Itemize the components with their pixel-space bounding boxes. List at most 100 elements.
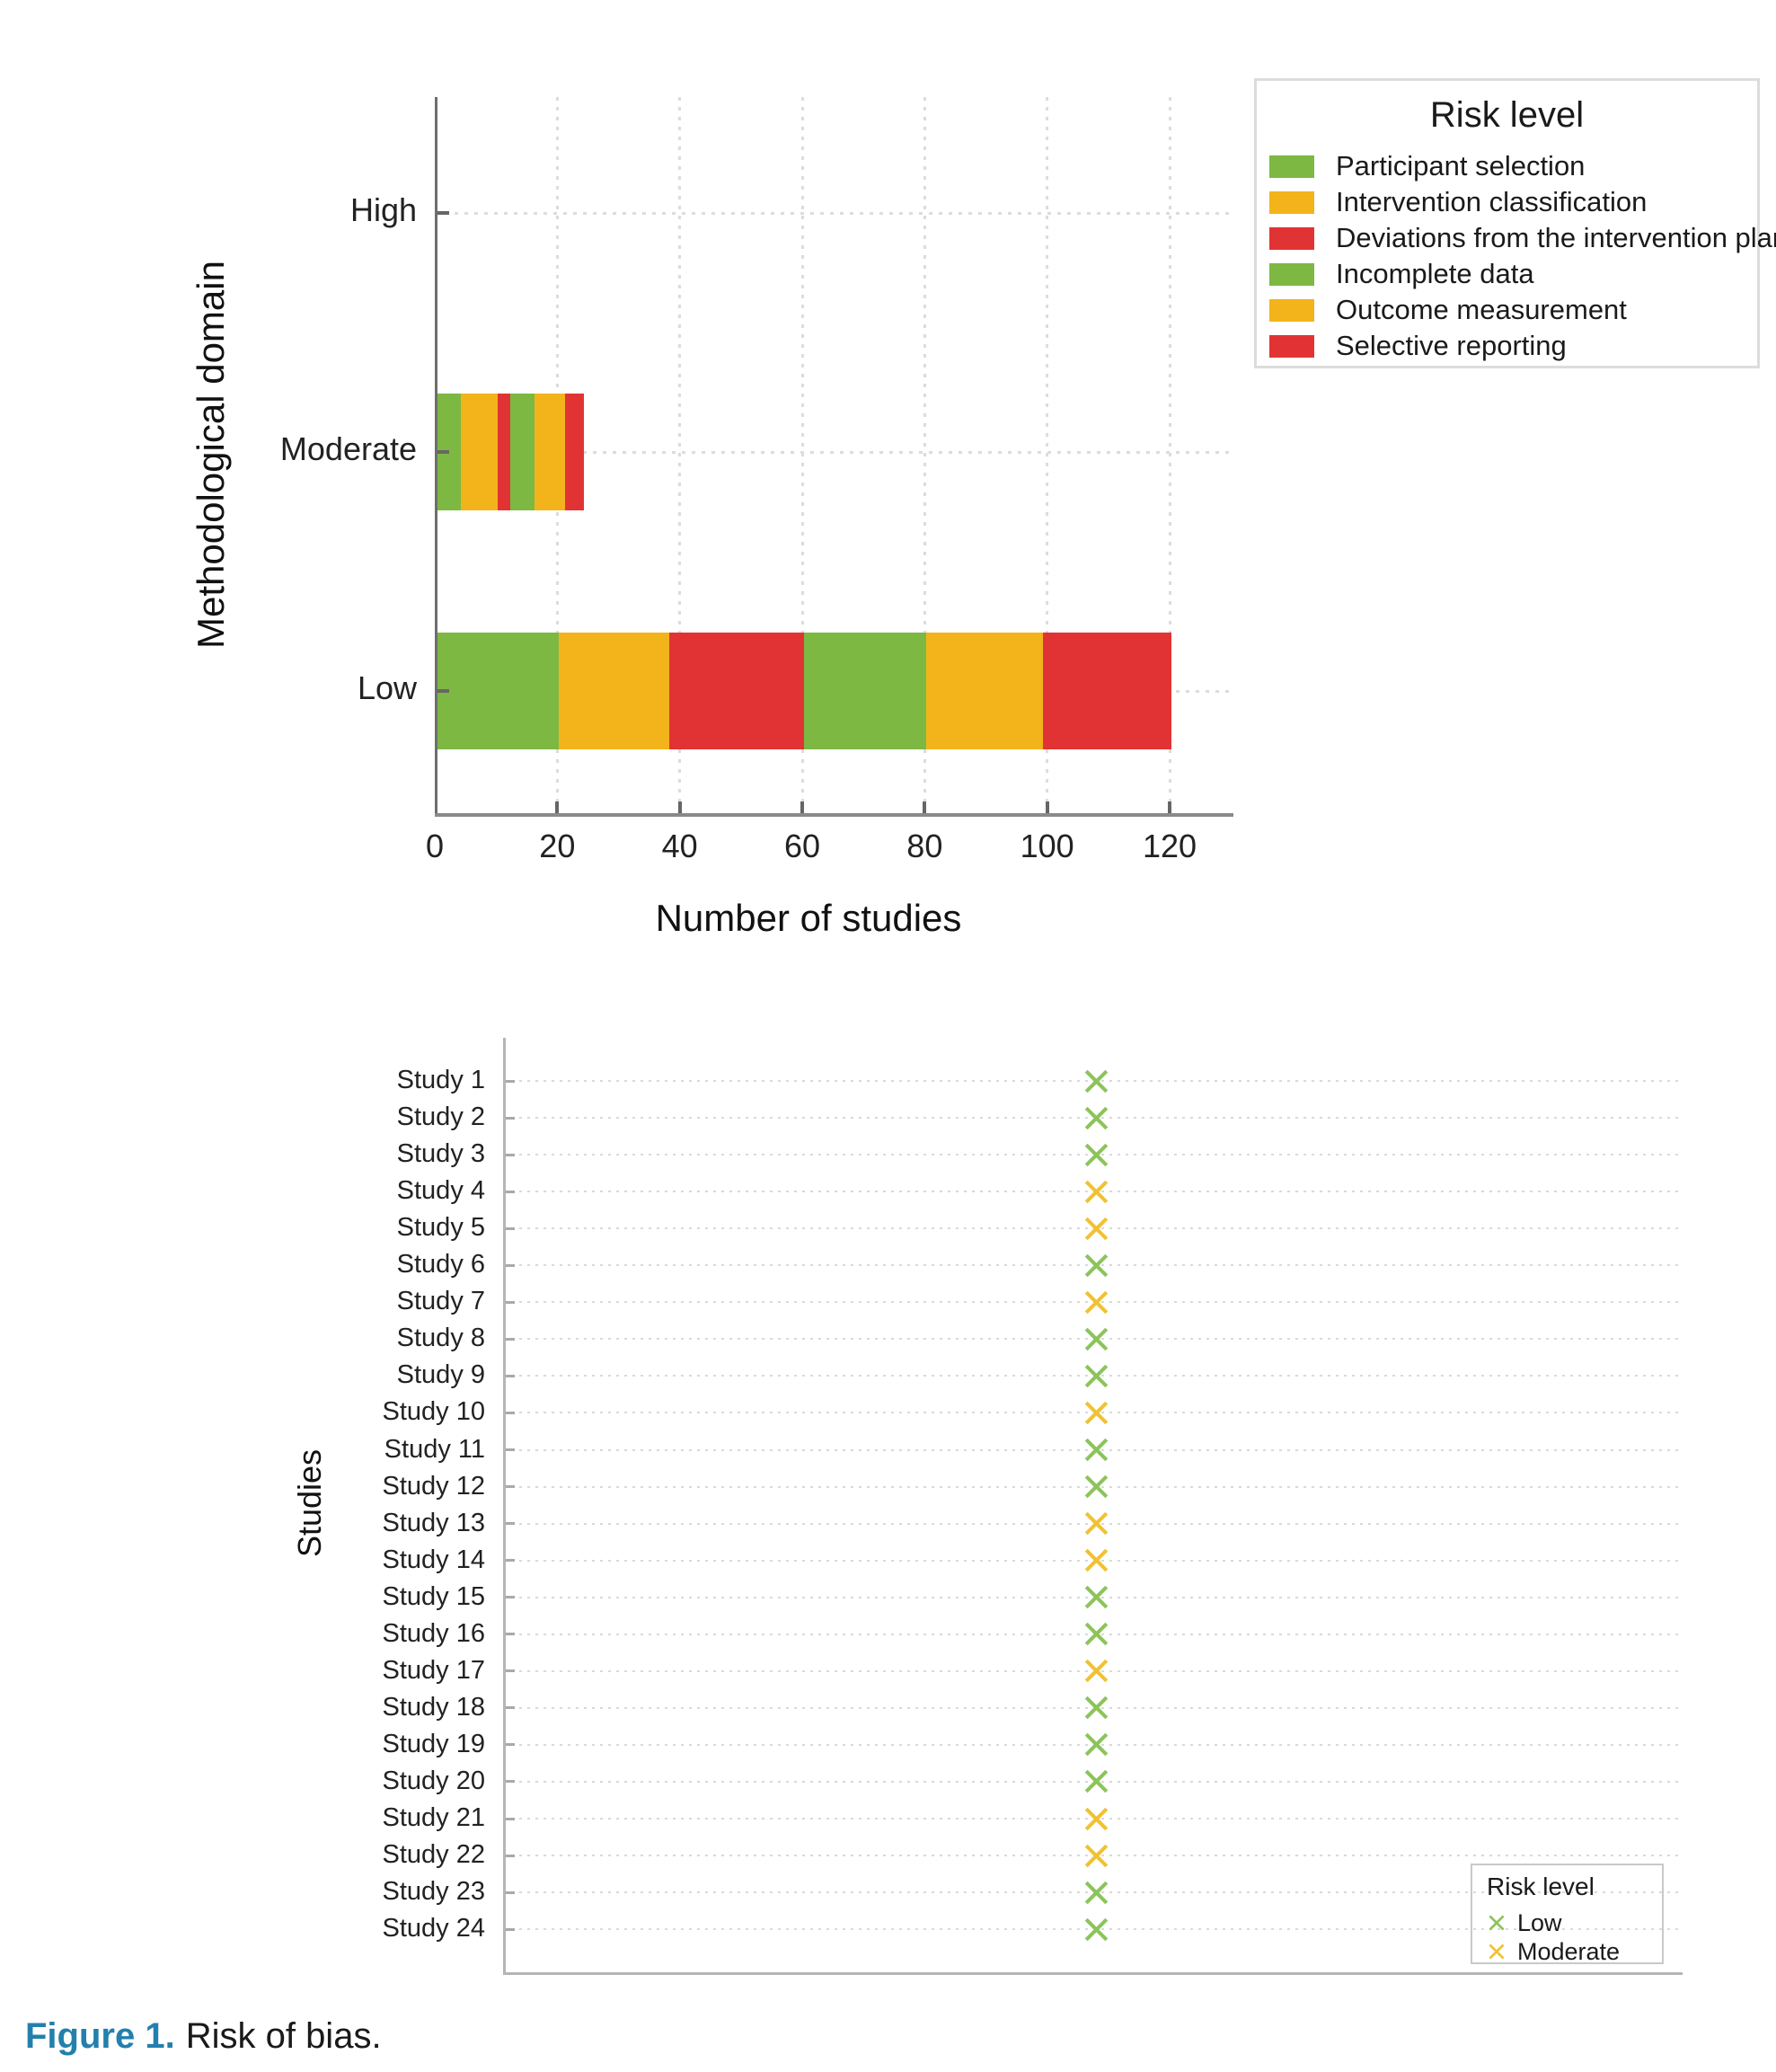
study-tick-mark xyxy=(506,1743,515,1746)
risk-marker-study-9-low xyxy=(1082,1361,1111,1391)
legend-label: Intervention classification xyxy=(1336,186,1647,218)
study-label-study-24: Study 24 xyxy=(278,1914,485,1944)
legend-items: LowModerate xyxy=(1487,1908,1662,1966)
study-tick-mark xyxy=(506,1855,515,1857)
legend-swatch-outcome-measurement xyxy=(1269,299,1314,322)
y-axis-label-top: Methodological domain xyxy=(190,95,233,814)
legend-swatch-intervention-classification xyxy=(1269,191,1314,214)
legend-title: Risk level xyxy=(1257,95,1757,136)
risk-marker-study-6-low xyxy=(1082,1251,1111,1280)
study-label-study-22: Study 22 xyxy=(278,1840,485,1870)
risk-marker-study-10-moderate xyxy=(1082,1398,1111,1428)
risk-marker-study-18-low xyxy=(1082,1693,1111,1722)
study-label-study-5: Study 5 xyxy=(278,1213,485,1243)
risk-level-legend-top: Risk level Participant selectionInterven… xyxy=(1254,78,1760,368)
legend-item-deviations-from-the-intervention-plan: Deviations from the intervention plan xyxy=(1257,220,1757,256)
study-label-study-3: Study 3 xyxy=(278,1139,485,1169)
risk-marker-study-15-low xyxy=(1082,1582,1111,1612)
x-axis-label-top: Number of studies xyxy=(377,897,1240,940)
risk-marker-study-24-low xyxy=(1082,1915,1111,1944)
risk-marker-study-11-low xyxy=(1082,1435,1111,1465)
study-tick-mark xyxy=(506,1818,515,1820)
figure-number: Figure 1. xyxy=(25,2016,175,2056)
study-tick-mark xyxy=(506,1633,515,1635)
study-tick-mark xyxy=(506,1080,515,1083)
y-axis-line-bottom-chart xyxy=(503,1038,506,1972)
legend-swatch-deviations-from-the-intervention-plan xyxy=(1269,227,1314,250)
legend-label: Moderate xyxy=(1517,1938,1620,1966)
risk-marker-study-12-low xyxy=(1082,1472,1111,1501)
y-axis-label-bottom: Studies xyxy=(291,1324,329,1683)
risk-marker-study-17-moderate xyxy=(1082,1656,1111,1686)
risk-marker-study-3-low xyxy=(1082,1140,1111,1170)
risk-marker-study-22-moderate xyxy=(1082,1841,1111,1871)
study-tick-mark xyxy=(506,1669,515,1672)
figure-page: 020406080100120HighModerateLow Study 1St… xyxy=(0,0,1776,2072)
risk-marker-study-5-moderate xyxy=(1082,1214,1111,1244)
legend-label: Outcome measurement xyxy=(1336,294,1627,326)
study-tick-mark xyxy=(506,1264,515,1267)
study-tick-mark xyxy=(506,1191,515,1193)
study-tick-mark xyxy=(506,1891,515,1894)
study-label-study-2: Study 2 xyxy=(278,1102,485,1132)
risk-marker-study-13-moderate xyxy=(1082,1509,1111,1538)
caption-text: Risk of bias. xyxy=(186,2016,382,2056)
study-tick-mark xyxy=(506,1559,515,1562)
risk-marker-study-19-low xyxy=(1082,1730,1111,1759)
legend-marker-low xyxy=(1487,1913,1507,1933)
study-tick-mark xyxy=(506,1596,515,1598)
study-label-study-4: Study 4 xyxy=(278,1176,485,1206)
risk-marker-study-21-moderate xyxy=(1082,1804,1111,1834)
legend-item-participant-selection: Participant selection xyxy=(1257,148,1757,184)
study-label-study-23: Study 23 xyxy=(278,1877,485,1907)
risk-marker-study-23-low xyxy=(1082,1878,1111,1908)
risk-marker-study-14-moderate xyxy=(1082,1545,1111,1575)
legend-item-moderate: Moderate xyxy=(1487,1937,1662,1966)
study-label-study-6: Study 6 xyxy=(278,1250,485,1280)
study-tick-mark xyxy=(506,1154,515,1156)
study-tick-mark xyxy=(506,1780,515,1783)
study-label-study-21: Study 21 xyxy=(278,1803,485,1833)
risk-marker-study-8-low xyxy=(1082,1324,1111,1354)
study-label-study-20: Study 20 xyxy=(278,1767,485,1796)
study-tick-mark xyxy=(506,1117,515,1120)
legend-swatch-selective-reporting xyxy=(1269,335,1314,358)
study-label-study-19: Study 19 xyxy=(278,1730,485,1759)
legend-item-outcome-measurement: Outcome measurement xyxy=(1257,292,1757,328)
legend-item-selective-reporting: Selective reporting xyxy=(1257,328,1757,364)
study-tick-mark xyxy=(506,1412,515,1414)
figure-caption: Figure 1. Risk of bias. xyxy=(25,2016,382,2057)
study-tick-mark xyxy=(506,1706,515,1709)
study-tick-mark xyxy=(506,1928,515,1931)
study-tick-mark xyxy=(506,1448,515,1451)
legend-label: Low xyxy=(1517,1909,1562,1937)
legend-items: Participant selectionIntervention classi… xyxy=(1257,148,1757,364)
legend-label: Selective reporting xyxy=(1336,330,1567,362)
legend-item-incomplete-data: Incomplete data xyxy=(1257,256,1757,292)
risk-marker-study-16-low xyxy=(1082,1619,1111,1649)
risk-marker-study-7-moderate xyxy=(1082,1288,1111,1317)
risk-marker-study-20-low xyxy=(1082,1767,1111,1796)
legend-item-low: Low xyxy=(1487,1908,1662,1937)
study-tick-mark xyxy=(506,1301,515,1304)
legend-label: Deviations from the intervention plan xyxy=(1336,222,1776,254)
study-label-study-1: Study 1 xyxy=(278,1066,485,1095)
legend-title: Risk level xyxy=(1487,1873,1662,1901)
risk-marker-study-2-low xyxy=(1082,1103,1111,1133)
study-tick-mark xyxy=(506,1375,515,1377)
risk-marker-study-4-moderate xyxy=(1082,1177,1111,1207)
legend-item-intervention-classification: Intervention classification xyxy=(1257,184,1757,220)
legend-label: Incomplete data xyxy=(1336,258,1534,290)
legend-swatch-participant-selection xyxy=(1269,155,1314,178)
study-tick-mark xyxy=(506,1485,515,1488)
study-label-study-18: Study 18 xyxy=(278,1693,485,1722)
legend-marker-moderate xyxy=(1487,1942,1507,1961)
study-label-study-7: Study 7 xyxy=(278,1287,485,1316)
study-tick-mark xyxy=(506,1338,515,1341)
legend-swatch-incomplete-data xyxy=(1269,263,1314,286)
risk-marker-study-1-low xyxy=(1082,1067,1111,1096)
study-tick-mark xyxy=(506,1522,515,1525)
study-tick-mark xyxy=(506,1227,515,1230)
x-axis-line-bottom-chart xyxy=(503,1972,1683,1975)
risk-level-legend-bottom: Risk level LowModerate xyxy=(1471,1864,1664,1964)
